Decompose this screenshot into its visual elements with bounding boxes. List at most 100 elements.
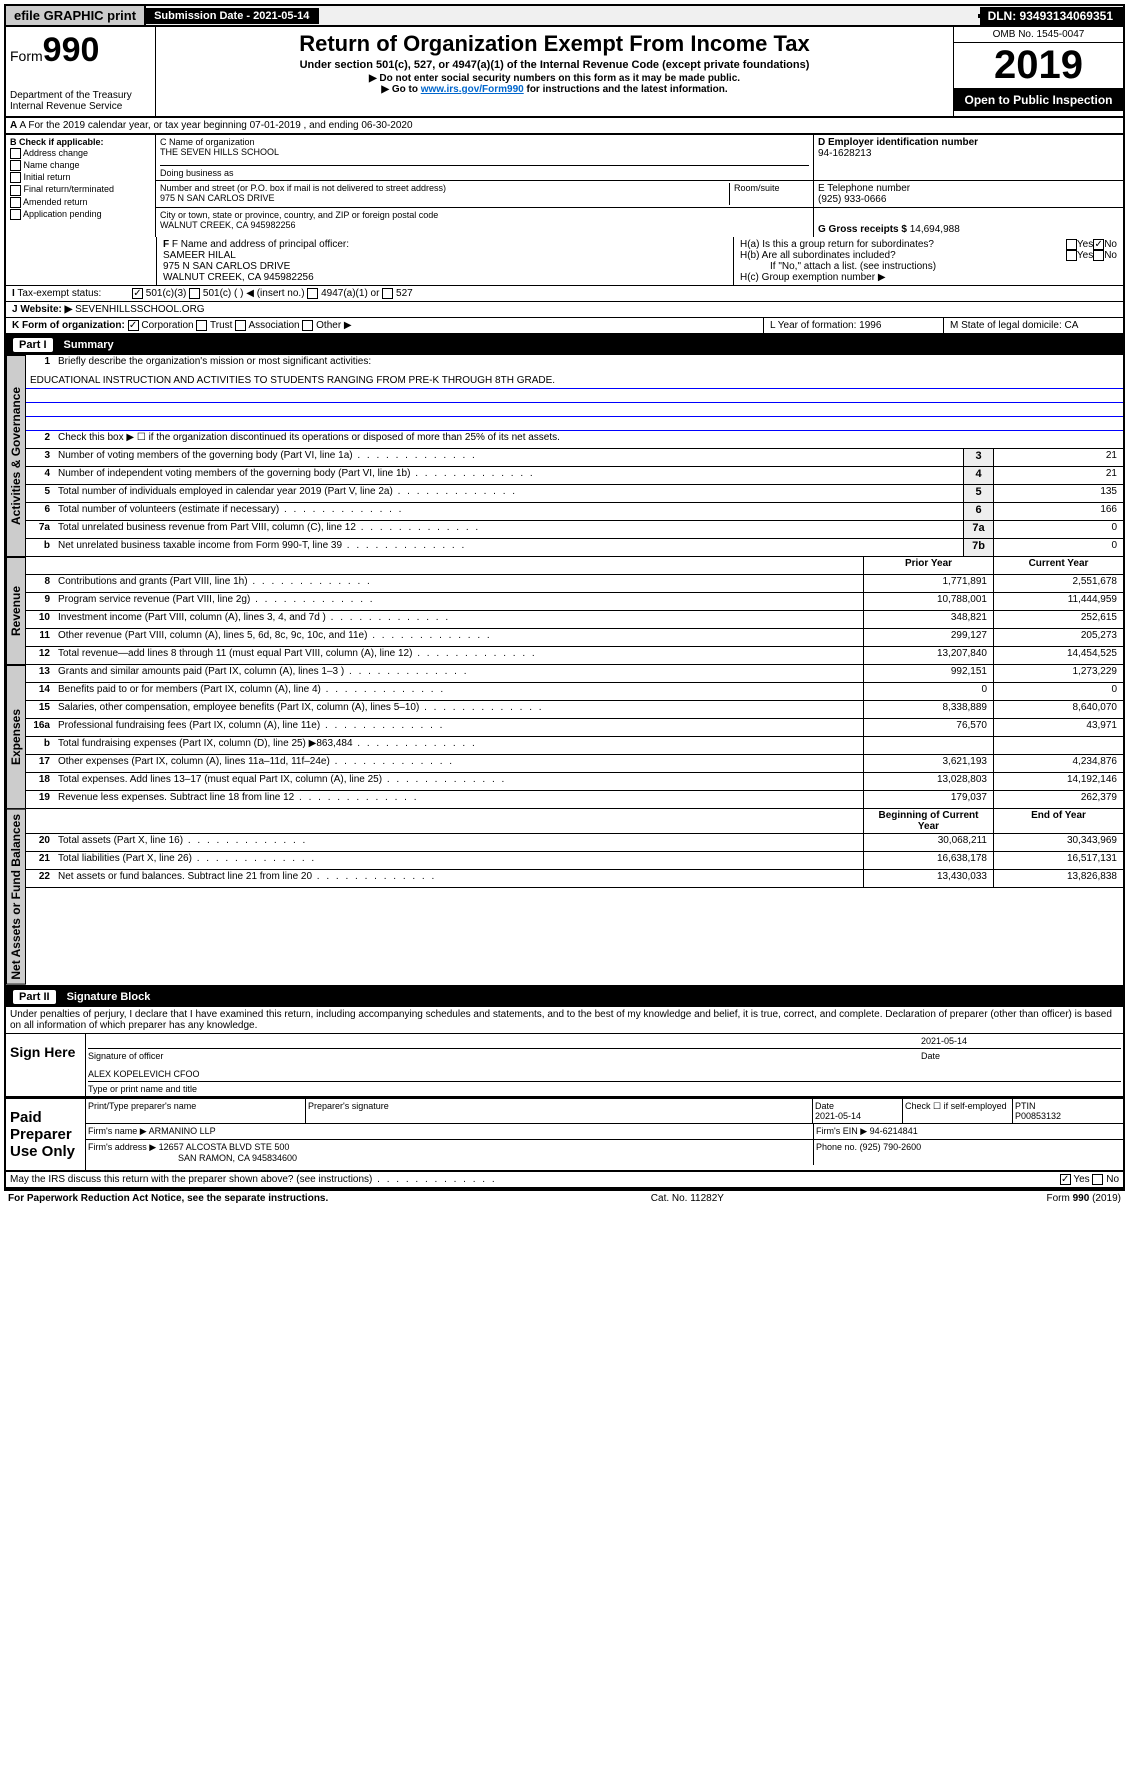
city-label: City or town, state or province, country… [160,210,809,220]
prep-sig-hdr: Preparer's signature [306,1099,813,1123]
perjury-text: Under penalties of perjury, I declare th… [4,1007,1125,1033]
department: Department of the Treasury Internal Reve… [10,90,151,112]
summary-line: 21Total liabilities (Part X, line 26)16,… [26,852,1123,870]
row-k: K Form of organization: Corporation Trus… [4,318,1125,335]
row-f-h: F F Name and address of principal office… [4,237,1125,286]
officer-addr2: WALNUT CREEK, CA 945982256 [163,272,727,283]
summary-line: 10Investment income (Part VIII, column (… [26,611,1123,629]
summary-line: 17Other expenses (Part IX, column (A), l… [26,755,1123,773]
governance-section: Activities & Governance 1Briefly describ… [4,355,1125,557]
note-goto: ▶ Go to www.irs.gov/Form990 for instruct… [160,84,949,95]
h-b: H(b) Are all subordinates included? [740,250,1066,261]
summary-line: 14Benefits paid to or for members (Part … [26,683,1123,701]
h-c: H(c) Group exemption number ▶ [740,272,1117,283]
phone-label: E Telephone number [818,183,1119,194]
summary-line: 20Total assets (Part X, line 16)30,068,2… [26,834,1123,852]
summary-line: 19Revenue less expenses. Subtract line 1… [26,791,1123,809]
addr-value: 975 N SAN CARLOS DRIVE [160,193,729,203]
dba-label: Doing business as [160,165,809,178]
sig-officer-label: Signature of officer [88,1051,921,1061]
summary-line: 18Total expenses. Add lines 13–17 (must … [26,773,1123,791]
prep-name-hdr: Print/Type preparer's name [86,1099,306,1123]
omb-number: OMB No. 1545-0047 [954,27,1123,43]
ein-value: 94-1628213 [818,148,1119,159]
form990-link[interactable]: www.irs.gov/Form990 [421,84,524,95]
vtab-revenue: Revenue [6,557,26,665]
form-footer-id: Form 990 (2019) [1047,1193,1121,1204]
addr-label: Number and street (or P.O. box if mail i… [160,183,729,193]
vtab-expenses: Expenses [6,665,26,809]
tax-year: 2019 [954,43,1123,89]
org-name-label: C Name of organization [160,137,809,147]
note-ssn: ▶ Do not enter social security numbers o… [160,73,949,84]
top-bar: efile GRAPHIC print Submission Date - 20… [4,4,1125,27]
revenue-section: Revenue Prior YearCurrent Year 8Contribu… [4,557,1125,665]
paid-preparer-block: Paid Preparer Use Only Print/Type prepar… [4,1098,1125,1172]
summary-line: 6Total number of volunteers (estimate if… [26,503,1123,521]
part2-header: Part IISignature Block [4,987,1125,1007]
self-emp-chk[interactable]: Check ☐ if self-employed [903,1099,1013,1123]
sign-here-block: Sign Here 2021-05-14 Signature of office… [4,1033,1125,1098]
sig-date-label: Date [921,1051,1121,1061]
print-name-label: Type or print name and title [88,1084,1121,1094]
firm-ein: 94-6214841 [870,1126,918,1136]
box-b: B Check if applicable: Address change Na… [6,135,156,237]
state-domicile: M State of legal domicile: CA [943,318,1123,333]
city-value: WALNUT CREEK, CA 945982256 [160,220,809,230]
firm-addr2: SAN RAMON, CA 945834600 [88,1153,297,1163]
row-j: J Website: ▶ SEVENHILLSSCHOOL.ORG [4,302,1125,318]
netassets-section: Net Assets or Fund Balances Beginning of… [4,809,1125,987]
prep-date: 2021-05-14 [815,1111,861,1121]
officer-addr1: 975 N SAN CARLOS DRIVE [163,261,727,272]
dln: DLN: 93493134069351 [980,7,1123,25]
gross-value: 14,694,988 [910,224,960,235]
paid-preparer-label: Paid Preparer Use Only [6,1099,86,1170]
firm-addr1: 12657 ALCOSTA BLVD STE 500 [159,1142,290,1152]
vtab-netassets: Net Assets or Fund Balances [6,809,26,985]
room-label: Room/suite [729,183,809,205]
form-title: Return of Organization Exempt From Incom… [160,31,949,57]
vtab-governance: Activities & Governance [6,355,26,557]
firm-phone: (925) 790-2600 [860,1142,922,1152]
expenses-section: Expenses 13Grants and similar amounts pa… [4,665,1125,809]
phone-value: (925) 933-0666 [818,194,1119,205]
summary-line: 15Salaries, other compensation, employee… [26,701,1123,719]
summary-line: 7aTotal unrelated business revenue from … [26,521,1123,539]
form-number: Form990 [10,31,151,70]
officer-print-name: ALEX KOPELEVICH CFOO [88,1069,1121,1079]
row-i: I Tax-exempt status: 501(c)(3) 501(c) ( … [4,286,1125,302]
section-b-to-g: B Check if applicable: Address change Na… [4,135,1125,237]
sign-here-label: Sign Here [6,1034,86,1096]
h-a: H(a) Is this a group return for subordin… [740,239,1066,250]
year-formation: L Year of formation: 1996 [763,318,943,333]
form-subtitle: Under section 501(c), 527, or 4947(a)(1)… [160,59,949,71]
mission-text: EDUCATIONAL INSTRUCTION AND ACTIVITIES T… [26,373,1123,389]
ptin: P00853132 [1015,1111,1061,1121]
summary-line: 4Number of independent voting members of… [26,467,1123,485]
line-a: A A For the 2019 calendar year, or tax y… [4,118,1125,135]
summary-line: 16aProfessional fundraising fees (Part I… [26,719,1123,737]
summary-line: 8Contributions and grants (Part VIII, li… [26,575,1123,593]
form-header: Form990 Department of the Treasury Inter… [4,27,1125,118]
efile-label[interactable]: efile GRAPHIC print [6,6,146,25]
summary-line: 22Net assets or fund balances. Subtract … [26,870,1123,888]
summary-line: 5Total number of individuals employed in… [26,485,1123,503]
h-b-note: If "No," attach a list. (see instruction… [740,261,1117,272]
discuss-row: May the IRS discuss this return with the… [4,1172,1125,1189]
part1-header: Part ISummary [4,335,1125,355]
summary-line: 11Other revenue (Part VIII, column (A), … [26,629,1123,647]
page-footer: For Paperwork Reduction Act Notice, see … [4,1189,1125,1206]
org-name: THE SEVEN HILLS SCHOOL [160,147,809,157]
officer-name: SAMEER HILAL [163,250,727,261]
submission-date: Submission Date - 2021-05-14 [146,8,319,24]
summary-line: 12Total revenue—add lines 8 through 11 (… [26,647,1123,665]
firm-name: ARMANINO LLP [149,1126,216,1136]
summary-line: bTotal fundraising expenses (Part IX, co… [26,737,1123,755]
summary-line: 13Grants and similar amounts paid (Part … [26,665,1123,683]
website-value[interactable]: SEVENHILLSSCHOOL.ORG [75,304,204,315]
sign-date: 2021-05-14 [921,1036,1121,1046]
summary-line: bNet unrelated business taxable income f… [26,539,1123,557]
summary-line: 9Program service revenue (Part VIII, lin… [26,593,1123,611]
open-public: Open to Public Inspection [954,89,1123,111]
ein-label: D Employer identification number [818,137,978,148]
